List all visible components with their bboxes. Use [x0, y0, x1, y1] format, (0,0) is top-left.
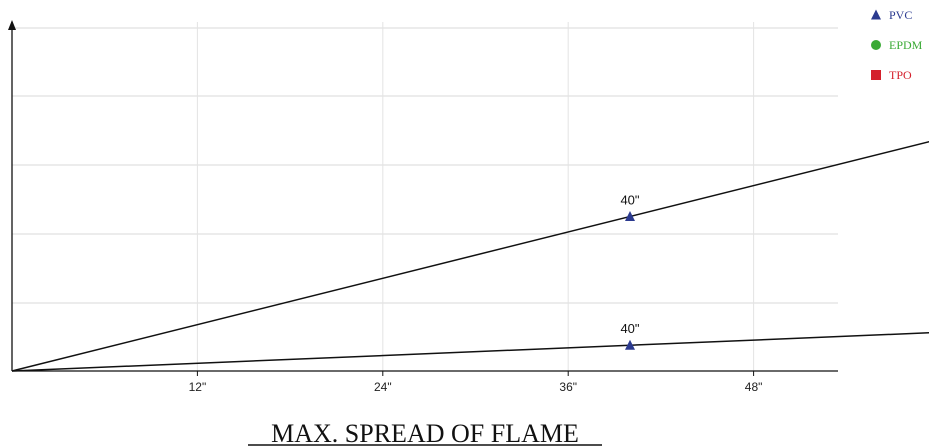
slope-line: [11, 140, 929, 372]
legend: PVC EPDM TPO: [871, 8, 923, 82]
x-tick-label: 24": [374, 380, 392, 394]
x-tick-label: 48": [745, 380, 763, 394]
x-tick-labels: 12"24"36"48"60"72"84": [189, 371, 763, 394]
x-tick-label: 12": [189, 380, 207, 394]
legend-marker-tpo: [871, 70, 881, 80]
data-points: 40"60"67"40"67"68": [620, 193, 640, 350]
legend-label-pvc: PVC: [889, 8, 912, 22]
legend-label-epdm: EPDM: [889, 38, 923, 52]
data-point-pvc: [625, 211, 635, 221]
x-tick-label: 36": [559, 380, 577, 394]
chart-title: MAX. SPREAD OF FLAME: [271, 419, 579, 447]
data-point-label: 40": [620, 321, 639, 336]
slope-lines: 3/120.5/12: [11, 140, 929, 372]
data-point-label: 40": [620, 193, 639, 208]
legend-marker-epdm: [871, 40, 881, 50]
y-axis-arrow: [8, 20, 16, 30]
grid: [12, 22, 838, 371]
axes: [8, 20, 838, 372]
slope-line: [11, 332, 929, 372]
legend-marker-pvc: [871, 9, 881, 20]
legend-label-tpo: TPO: [889, 68, 912, 82]
data-point-pvc: [625, 339, 635, 350]
